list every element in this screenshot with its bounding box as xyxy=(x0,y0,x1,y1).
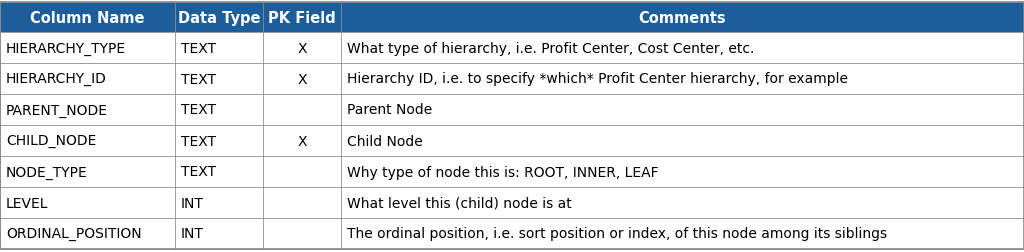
Bar xyxy=(341,156,1024,187)
Text: TEXT: TEXT xyxy=(181,41,216,55)
Text: HIERARCHY_ID: HIERARCHY_ID xyxy=(6,72,106,86)
Bar xyxy=(0,156,175,187)
Text: Data Type: Data Type xyxy=(178,11,260,25)
Text: TEXT: TEXT xyxy=(181,103,216,117)
Text: What level this (child) node is at: What level this (child) node is at xyxy=(347,196,571,210)
Text: HIERARCHY_TYPE: HIERARCHY_TYPE xyxy=(6,41,126,55)
Text: Column Name: Column Name xyxy=(31,11,144,25)
Bar xyxy=(175,156,263,187)
Bar xyxy=(0,3,175,33)
Bar xyxy=(0,187,175,218)
Text: Child Node: Child Node xyxy=(347,134,423,148)
Text: Parent Node: Parent Node xyxy=(347,103,432,117)
Text: X: X xyxy=(297,41,307,55)
Bar xyxy=(175,125,263,156)
Bar xyxy=(175,218,263,249)
Text: PARENT_NODE: PARENT_NODE xyxy=(6,103,108,117)
Bar xyxy=(341,125,1024,156)
Bar xyxy=(0,33,175,64)
Bar xyxy=(175,187,263,218)
Bar xyxy=(263,218,341,249)
Text: X: X xyxy=(297,72,307,86)
Bar xyxy=(175,33,263,64)
Bar xyxy=(263,33,341,64)
Text: Why type of node this is: ROOT, INNER, LEAF: Why type of node this is: ROOT, INNER, L… xyxy=(347,165,658,179)
Text: INT: INT xyxy=(181,196,204,210)
Bar xyxy=(341,3,1024,33)
Text: X: X xyxy=(297,134,307,148)
Bar xyxy=(263,125,341,156)
Text: Hierarchy ID, i.e. to specify *which* Profit Center hierarchy, for example: Hierarchy ID, i.e. to specify *which* Pr… xyxy=(347,72,848,86)
Bar xyxy=(341,33,1024,64)
Text: TEXT: TEXT xyxy=(181,72,216,86)
Bar xyxy=(263,64,341,94)
Bar xyxy=(0,125,175,156)
Bar xyxy=(341,187,1024,218)
Bar xyxy=(175,94,263,125)
Bar xyxy=(341,94,1024,125)
Text: INT: INT xyxy=(181,227,204,241)
Text: TEXT: TEXT xyxy=(181,165,216,179)
Bar xyxy=(0,64,175,94)
Bar xyxy=(263,156,341,187)
Text: The ordinal position, i.e. sort position or index, of this node among its siblin: The ordinal position, i.e. sort position… xyxy=(347,227,887,241)
Text: ORDINAL_POSITION: ORDINAL_POSITION xyxy=(6,227,141,241)
Bar xyxy=(175,64,263,94)
Bar xyxy=(341,64,1024,94)
Bar xyxy=(263,187,341,218)
Bar xyxy=(263,94,341,125)
Text: PK Field: PK Field xyxy=(268,11,336,25)
Text: NODE_TYPE: NODE_TYPE xyxy=(6,165,88,179)
Text: LEVEL: LEVEL xyxy=(6,196,48,210)
Text: Comments: Comments xyxy=(639,11,726,25)
Text: CHILD_NODE: CHILD_NODE xyxy=(6,134,96,148)
Bar xyxy=(0,218,175,249)
Bar xyxy=(0,94,175,125)
Text: What type of hierarchy, i.e. Profit Center, Cost Center, etc.: What type of hierarchy, i.e. Profit Cent… xyxy=(347,41,755,55)
Bar xyxy=(341,218,1024,249)
Text: TEXT: TEXT xyxy=(181,134,216,148)
Bar xyxy=(263,3,341,33)
Bar xyxy=(175,3,263,33)
